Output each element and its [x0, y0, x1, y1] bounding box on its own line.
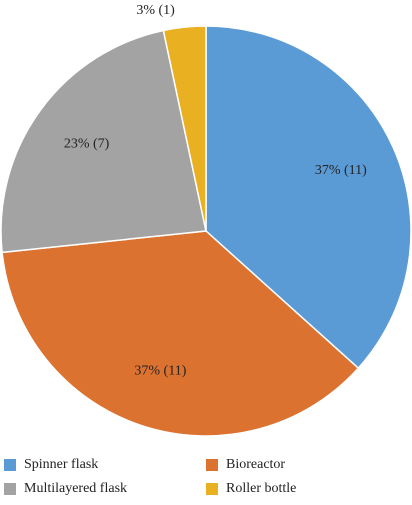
pie-slice — [205, 25, 412, 370]
data-label: 37% (11) — [134, 364, 186, 379]
legend-swatch — [4, 459, 16, 471]
legend-swatch — [206, 483, 218, 495]
pie-slice — [0, 29, 207, 254]
data-label: 3% (1) — [136, 3, 175, 18]
pie-slice — [162, 25, 207, 232]
legend-swatch — [4, 483, 16, 495]
pie-slice — [1, 230, 360, 437]
legend-label: Roller bottle — [226, 481, 296, 496]
legend-label: Bioreactor — [226, 457, 285, 472]
data-label: 23% (7) — [64, 136, 110, 151]
legend-swatch — [206, 459, 218, 471]
data-label: 37% (11) — [315, 163, 367, 178]
legend-label: Spinner flask — [24, 457, 98, 472]
legend-label: Multilayered flask — [24, 481, 127, 496]
